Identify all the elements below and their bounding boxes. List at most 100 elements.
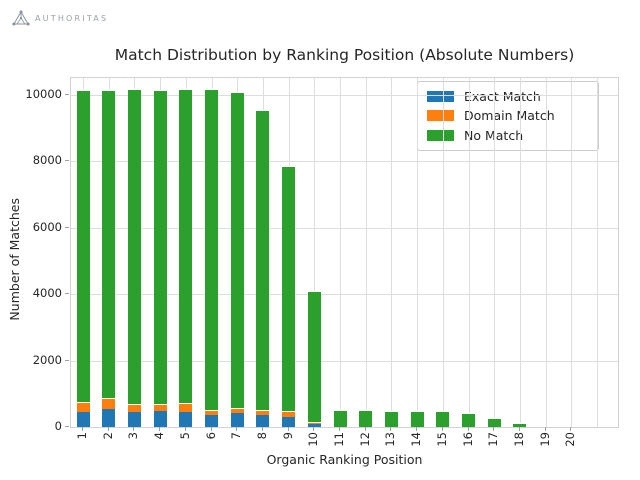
x-tick-label-8: 8	[255, 432, 269, 440]
x-axis-label: Organic Ranking Position	[266, 452, 423, 467]
bar-9-segment-exact-match	[282, 417, 296, 427]
legend-label-domain-match: Domain Match	[464, 108, 555, 124]
x-tick-label-7: 7	[229, 432, 243, 440]
bar-1-segment-exact-match	[76, 412, 90, 427]
gridline-x-20	[571, 78, 572, 427]
x-tick-19	[545, 427, 546, 431]
x-tick-2	[108, 427, 109, 431]
x-tick-1	[82, 427, 83, 431]
bar-position-14	[410, 412, 424, 427]
bar-position-12	[359, 411, 373, 427]
bar-5-segment-exact-match	[179, 412, 193, 427]
legend-swatch-exact-match	[427, 91, 454, 103]
bar-4-segment-no-match	[153, 91, 167, 405]
gridline-y-6000	[71, 228, 618, 229]
bar-17-segment-no-match	[487, 419, 501, 427]
x-tick-label-18: 18	[512, 432, 526, 447]
x-tick-label-1: 1	[75, 432, 89, 440]
bar-6-segment-no-match	[205, 90, 218, 411]
legend-label-no-match: No Match	[464, 127, 524, 143]
bar-13-segment-no-match	[384, 412, 398, 427]
x-tick-label-12: 12	[358, 432, 372, 447]
gridline-x-12	[366, 78, 367, 427]
bar-5-segment-domain-match	[179, 404, 193, 412]
bar-12-segment-no-match	[359, 411, 373, 427]
authoritas-logo: AUTHORITAS	[12, 10, 108, 26]
x-tick-label-9: 9	[281, 432, 295, 440]
bar-position-17	[487, 419, 501, 427]
x-tick-label-14: 14	[409, 432, 423, 447]
bar-7-segment-exact-match	[230, 413, 244, 427]
bar-10-segment-domain-match	[307, 423, 321, 424]
legend-entry-exact-match: Exact Match	[427, 87, 589, 106]
x-tick-label-2: 2	[101, 432, 115, 440]
x-tick-label-6: 6	[204, 432, 218, 440]
bar-7-segment-no-match	[230, 93, 244, 409]
bar-position-1	[76, 91, 90, 427]
bar-3-segment-domain-match	[127, 405, 141, 412]
y-tick-label-8000: 8000	[32, 153, 62, 167]
bar-position-10	[307, 292, 321, 427]
x-tick-9	[288, 427, 289, 431]
bar-2-segment-domain-match	[102, 399, 116, 409]
gridline-y-4000	[71, 294, 618, 295]
y-tick-2000	[65, 360, 69, 361]
gridline-x-19	[546, 78, 547, 427]
y-tick-4000	[65, 293, 69, 294]
x-tick-label-15: 15	[435, 432, 449, 447]
bar-8-segment-no-match	[256, 111, 270, 411]
y-tick-label-4000: 4000	[32, 286, 62, 300]
bar-3-segment-no-match	[127, 90, 141, 405]
gridline-y-10000	[71, 95, 618, 96]
bar-10-segment-no-match	[307, 292, 321, 423]
bar-9-segment-domain-match	[282, 412, 296, 417]
bar-15-segment-no-match	[436, 412, 450, 427]
bar-position-5	[179, 90, 193, 427]
legend-swatch-no-match	[427, 129, 454, 141]
bar-16-segment-no-match	[462, 414, 475, 427]
bar-10-segment-exact-match	[307, 424, 321, 427]
bar-position-15	[436, 412, 450, 427]
y-tick-0	[65, 426, 69, 427]
bar-14-segment-no-match	[410, 412, 424, 427]
y-tick-label-0: 0	[54, 419, 62, 433]
gridline-x-15	[443, 78, 444, 427]
gridline-x-18	[520, 78, 521, 427]
legend-entry-domain-match: Domain Match	[427, 106, 589, 125]
bar-position-7	[230, 93, 244, 427]
bar-7-segment-domain-match	[230, 409, 244, 413]
x-tick-label-10: 10	[306, 432, 320, 447]
x-tick-20	[570, 427, 571, 431]
x-tick-8	[262, 427, 263, 431]
bar-2-segment-exact-match	[102, 409, 116, 427]
bar-position-18	[513, 424, 527, 427]
x-tick-5	[185, 427, 186, 431]
bar-position-8	[256, 111, 270, 427]
x-tick-label-3: 3	[126, 432, 140, 440]
plot-area: Exact Match Domain Match No Match	[70, 77, 619, 428]
y-tick-10000	[65, 94, 69, 95]
gridline-x-11	[340, 78, 341, 427]
x-tick-label-11: 11	[332, 432, 346, 447]
x-tick-15	[442, 427, 443, 431]
gridline-x-13	[391, 78, 392, 427]
x-tick-13	[390, 427, 391, 431]
x-tick-7	[236, 427, 237, 431]
chart-legend: Exact Match Domain Match No Match	[417, 81, 599, 151]
legend-label-exact-match: Exact Match	[464, 89, 541, 105]
bar-6-segment-exact-match	[205, 415, 218, 427]
legend-swatch-domain-match	[427, 110, 454, 122]
x-tick-17	[493, 427, 494, 431]
bar-6-segment-domain-match	[205, 411, 218, 415]
x-tick-10	[313, 427, 314, 431]
y-tick-label-2000: 2000	[32, 353, 62, 367]
gridline-x-16	[469, 78, 470, 427]
x-tick-11	[339, 427, 340, 431]
x-tick-18	[519, 427, 520, 431]
y-tick-label-6000: 6000	[32, 220, 62, 234]
gridline-x-14	[417, 78, 418, 427]
bar-position-4	[153, 91, 167, 427]
bar-5-segment-no-match	[179, 90, 193, 404]
x-tick-label-4: 4	[152, 432, 166, 440]
